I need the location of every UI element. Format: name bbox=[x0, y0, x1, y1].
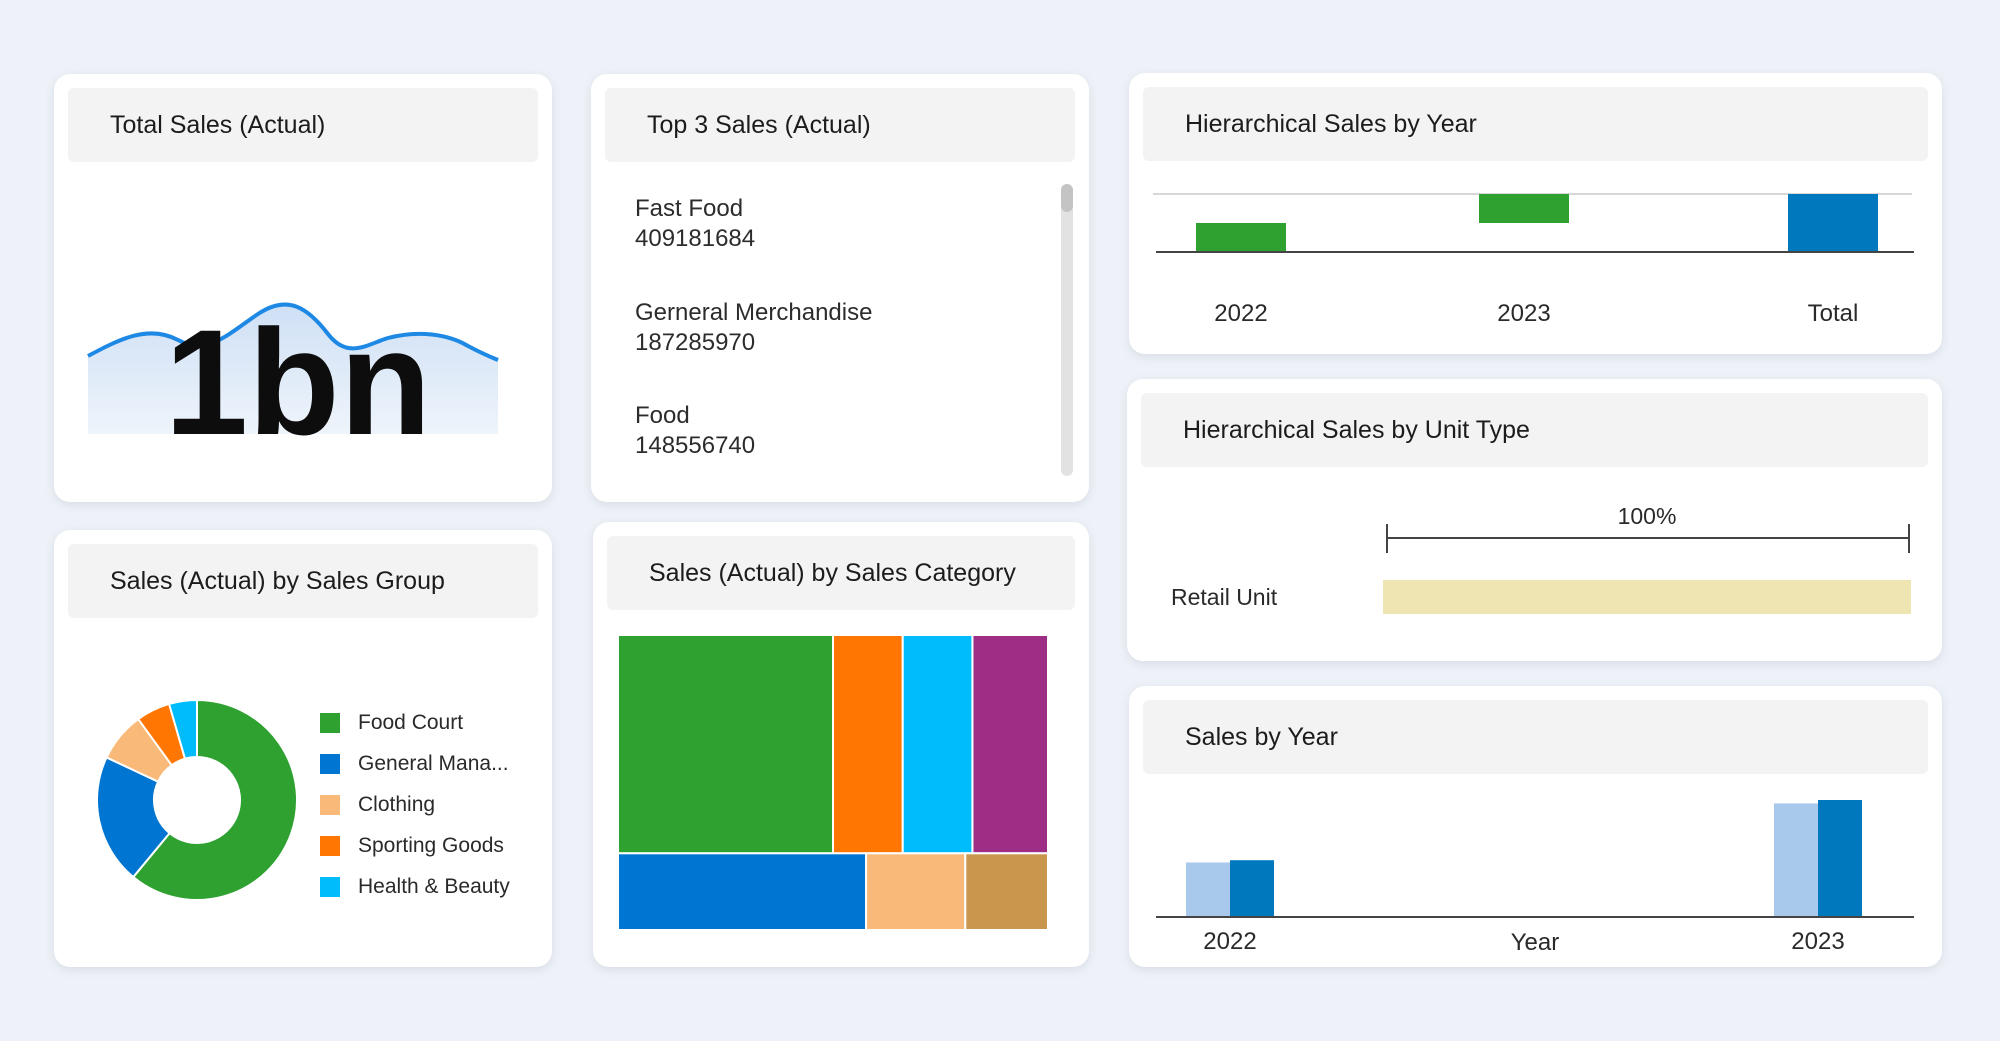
hier-unit-category-label: Retail Unit bbox=[1171, 584, 1278, 610]
legend-label: Health & Beauty bbox=[358, 874, 510, 898]
sales-year-xlabel: Year bbox=[1511, 929, 1560, 956]
legend-swatch bbox=[320, 753, 340, 774]
hier-year-tick-2023: 2023 bbox=[1497, 300, 1550, 327]
total-sales-card: Total Sales (Actual) 1bn bbox=[54, 74, 552, 502]
legend-label: Clothing bbox=[358, 792, 436, 816]
sales-group-donut bbox=[96, 698, 298, 901]
top3-item-3: Food 148556740 bbox=[635, 401, 755, 461]
top3-item-1-name: Fast Food bbox=[635, 195, 744, 222]
sales-group-card: Sales (Actual) by Sales Group Food Court… bbox=[54, 530, 552, 967]
sales-year-bar-2022-0[interactable] bbox=[1186, 862, 1230, 917]
legend-label: Food Court bbox=[358, 710, 464, 734]
legend-swatch bbox=[320, 835, 340, 856]
top3-item-3-name: Food bbox=[635, 402, 690, 429]
sales-group-legend: Food Court General Mana... Clothing Sportin… bbox=[320, 702, 510, 907]
top3-item-1-value: 409181684 bbox=[635, 225, 756, 252]
sales-year-card: Sales by Year 2022 2023 Year bbox=[1129, 686, 1942, 967]
hier-unit-annotation: 100% bbox=[1618, 503, 1677, 529]
hier-unit-title: Hierarchical Sales by Unit Type bbox=[1141, 393, 1928, 467]
legend-label: General Mana... bbox=[358, 751, 509, 775]
sales-group-title: Sales (Actual) by Sales Group bbox=[68, 544, 538, 618]
donut-slice-0[interactable] bbox=[131, 698, 298, 901]
legend-item[interactable]: Clothing bbox=[320, 784, 510, 825]
top3-item-3-value: 148556740 bbox=[635, 432, 756, 459]
hier-year-card: Hierarchical Sales by Year 2022 2023 Total bbox=[1129, 73, 1942, 354]
treemap-cell-4[interactable] bbox=[617, 852, 868, 931]
legend-swatch bbox=[320, 794, 340, 815]
top3-sales-title: Top 3 Sales (Actual) bbox=[605, 88, 1075, 162]
total-sales-title: Total Sales (Actual) bbox=[68, 88, 538, 162]
top3-item-2-name: Gerneral Merchandise bbox=[635, 299, 873, 326]
sales-year-bar-2023-0[interactable] bbox=[1774, 803, 1818, 917]
total-sales-value: 1bn bbox=[165, 298, 432, 466]
legend-item[interactable]: Health & Beauty bbox=[320, 866, 510, 907]
hier-year-tick-2022: 2022 bbox=[1214, 300, 1267, 327]
hier-year-bar-2022[interactable] bbox=[1196, 223, 1286, 252]
donut-slice-4[interactable] bbox=[167, 698, 198, 760]
treemap-cell-5[interactable] bbox=[865, 852, 967, 931]
legend-item[interactable]: General Mana... bbox=[320, 743, 510, 784]
sparkline-line bbox=[87, 302, 499, 362]
sales-category-title: Sales (Actual) by Sales Category bbox=[607, 536, 1075, 610]
treemap-cell-3[interactable] bbox=[971, 634, 1050, 855]
hier-unit-card: Hierarchical Sales by Unit Type 100% Reta… bbox=[1127, 379, 1942, 661]
top3-item-1: Fast Food 409181684 bbox=[635, 194, 755, 254]
sales-year-tick-2022: 2022 bbox=[1203, 928, 1256, 955]
treemap-cell-0[interactable] bbox=[617, 634, 834, 855]
legend-label: Sporting Goods bbox=[358, 833, 504, 857]
top3-scrollbar[interactable] bbox=[1061, 184, 1073, 476]
hier-year-chart: 2022 2023 Total bbox=[1153, 193, 1914, 327]
donut-slice-1[interactable] bbox=[96, 756, 171, 879]
sales-year-chart: 2022 2023 Year bbox=[1156, 800, 1914, 956]
hier-year-bar-total[interactable] bbox=[1788, 194, 1878, 252]
top3-scroll-thumb[interactable] bbox=[1061, 184, 1073, 212]
top3-sales-card: Top 3 Sales (Actual) Fast Food 409181684… bbox=[591, 74, 1089, 502]
legend-swatch bbox=[320, 712, 340, 733]
legend-item[interactable]: Food Court bbox=[320, 702, 510, 743]
hier-year-tick-total: Total bbox=[1808, 300, 1859, 327]
sales-year-title: Sales by Year bbox=[1143, 700, 1928, 774]
top3-item-2-value: 187285970 bbox=[635, 329, 756, 356]
sales-year-bar-2023-1[interactable] bbox=[1818, 800, 1862, 917]
sales-category-treemap bbox=[617, 634, 1050, 931]
legend-swatch bbox=[320, 876, 340, 897]
sales-category-card: Sales (Actual) by Sales Category bbox=[593, 522, 1089, 967]
treemap-cell-1[interactable] bbox=[832, 634, 904, 855]
treemap-cell-6[interactable] bbox=[964, 852, 1049, 931]
sales-year-bar-2022-1[interactable] bbox=[1230, 860, 1274, 917]
hier-unit-bar[interactable] bbox=[1383, 580, 1911, 614]
hier-unit-chart: 100% Retail Unit bbox=[1171, 503, 1911, 614]
hier-year-title: Hierarchical Sales by Year bbox=[1143, 87, 1928, 161]
legend-item[interactable]: Sporting Goods bbox=[320, 825, 510, 866]
hier-year-bar-2023[interactable] bbox=[1479, 194, 1569, 223]
treemap-cell-2[interactable] bbox=[901, 634, 974, 855]
total-sales-sparkline: 1bn bbox=[87, 298, 499, 466]
sales-year-tick-2023: 2023 bbox=[1791, 928, 1844, 955]
top3-item-2: Gerneral Merchandise 187285970 bbox=[635, 298, 872, 358]
